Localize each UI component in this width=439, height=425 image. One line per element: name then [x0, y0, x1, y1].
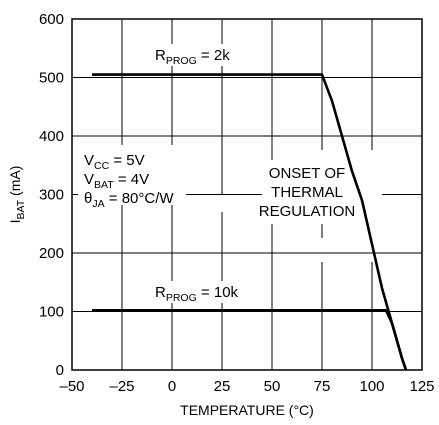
series-line-2	[92, 309, 408, 371]
x-tick-label: 25	[214, 378, 231, 395]
y-tick-label: 100	[39, 304, 64, 321]
y-tick-label: 500	[39, 70, 64, 87]
conditions-mask	[78, 145, 186, 205]
x-tick-label: 75	[314, 378, 331, 395]
y-tick-label: 200	[39, 245, 64, 262]
condition-line-1: VCC = 5V	[84, 152, 145, 172]
series-lines	[92, 73, 408, 371]
x-tick-label: 0	[168, 378, 176, 395]
annotation-mask	[262, 160, 382, 224]
axes	[71, 18, 423, 371]
y-tick-label: 0	[56, 362, 64, 379]
x-tick-label: –25	[109, 378, 134, 395]
y-axis-title: IBAT (mA)	[7, 166, 27, 224]
tick-labels: –50 –25 0 25 50 75 100 125 0 100 200 300 400 500 600 TE…	[7, 11, 435, 418]
condition-line-2: VBAT = 4V	[84, 171, 149, 191]
x-tick-label: 50	[264, 378, 281, 395]
condition-line-3: θJA = 80°C/W	[84, 190, 174, 210]
annotation-line-3: REGULATION	[259, 203, 355, 220]
x-axis-title: TEMPERATURE (°C)	[180, 402, 314, 418]
y-tick-label: 600	[39, 11, 64, 28]
y-tick-label: 300	[39, 187, 64, 204]
series-label-mask-2	[150, 281, 260, 303]
y-tick-label: 400	[39, 128, 64, 145]
x-tick-label: –50	[59, 378, 84, 395]
annotation-line-1: ONSET OF	[269, 165, 345, 182]
x-tick-label: 100	[359, 378, 384, 395]
series-label-mask-1	[150, 44, 250, 66]
series-label-2k: RPROG = 2k	[155, 47, 230, 67]
annotation-line-2: THERMAL	[271, 184, 343, 201]
x-tick-label: 125	[409, 378, 434, 395]
series-label-10k: RPROG = 10k	[155, 284, 239, 304]
plot-frame	[71, 18, 423, 371]
